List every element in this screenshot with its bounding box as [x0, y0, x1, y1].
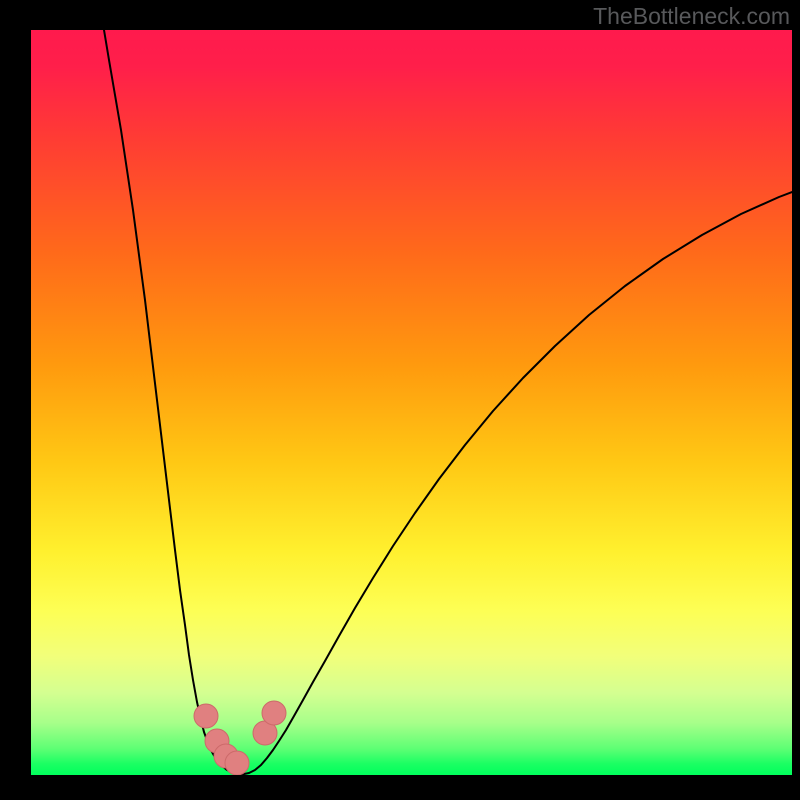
chart-frame: TheBottleneck.com	[0, 0, 800, 800]
curves-layer	[0, 0, 800, 800]
data-marker	[194, 704, 218, 728]
data-marker	[262, 701, 286, 725]
data-marker	[225, 751, 249, 775]
right-curve	[242, 192, 792, 775]
watermark-text: TheBottleneck.com	[593, 3, 790, 30]
left-curve	[104, 30, 242, 775]
